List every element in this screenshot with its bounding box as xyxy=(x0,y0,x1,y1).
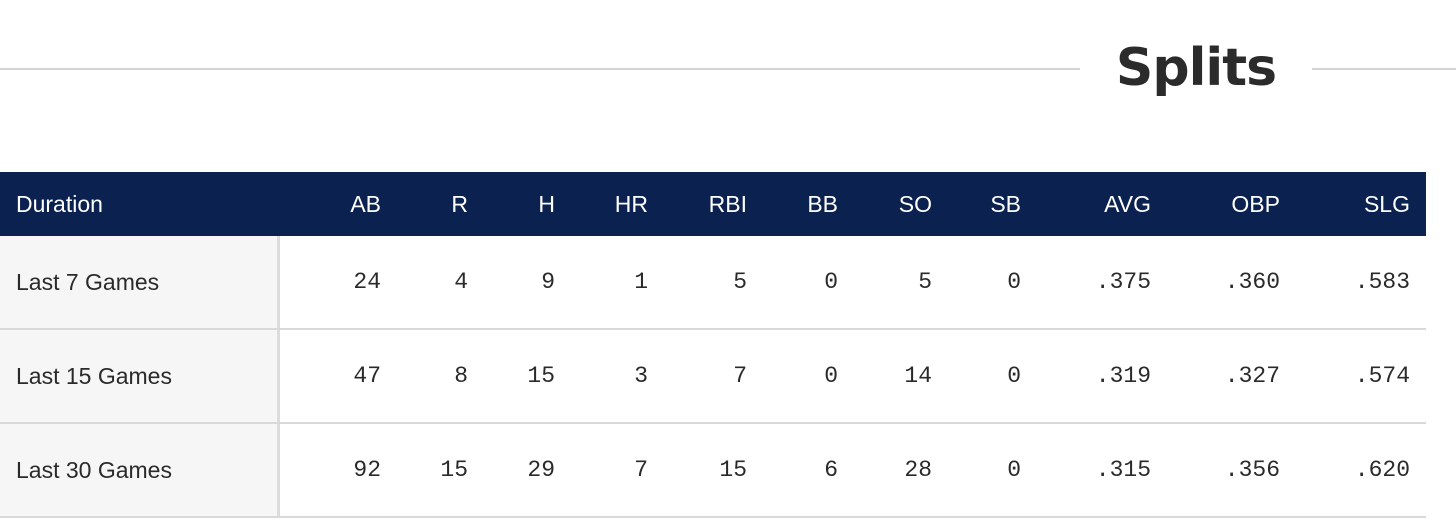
cell-r: 4 xyxy=(454,269,468,295)
cell-avg: .315 xyxy=(1095,457,1151,483)
cell-sb: 0 xyxy=(1007,363,1021,389)
header-ab[interactable]: AB xyxy=(350,191,381,217)
header-rbi[interactable]: RBI xyxy=(708,191,747,217)
duration-cell: Last 15 Games xyxy=(0,330,280,422)
table-row: Last 30 Games 92 15 29 7 15 6 28 0 .315 … xyxy=(0,424,1426,518)
cell-hr: 7 xyxy=(634,457,648,483)
cell-sb: 0 xyxy=(1007,269,1021,295)
header-slg[interactable]: SLG xyxy=(1363,191,1410,217)
cell-r: 15 xyxy=(440,457,468,483)
header-rule-left xyxy=(0,68,1080,70)
cell-h: 9 xyxy=(541,269,555,295)
duration-cell: Last 30 Games xyxy=(0,424,280,516)
cell-r: 8 xyxy=(454,363,468,389)
cell-ab: 24 xyxy=(353,269,381,295)
cell-hr: 3 xyxy=(634,363,648,389)
cell-obp: .327 xyxy=(1224,363,1280,389)
header-so[interactable]: SO xyxy=(898,191,932,217)
cell-so: 14 xyxy=(904,363,932,389)
cell-slg: .574 xyxy=(1354,363,1410,389)
cell-rbi: 5 xyxy=(733,269,747,295)
header-hr[interactable]: HR xyxy=(614,191,648,217)
cell-slg: .583 xyxy=(1354,269,1410,295)
table-row: Last 7 Games 24 4 9 1 5 0 5 0 .375 .360 … xyxy=(0,236,1426,330)
table-row: Last 15 Games 47 8 15 3 7 0 14 0 .319 .3… xyxy=(0,330,1426,424)
cell-obp: .360 xyxy=(1224,269,1280,295)
header-rule-right xyxy=(1312,68,1456,70)
duration-label: Last 15 Games xyxy=(16,363,172,389)
cell-avg: .375 xyxy=(1095,269,1151,295)
cell-ab: 47 xyxy=(353,363,381,389)
cell-sb: 0 xyxy=(1007,457,1021,483)
cell-bb: 0 xyxy=(824,269,838,295)
header-avg[interactable]: AVG xyxy=(1104,191,1151,217)
header-sb[interactable]: SB xyxy=(990,191,1021,217)
section-header: Splits xyxy=(0,0,1456,140)
section-title: Splits xyxy=(1115,38,1277,98)
cell-ab: 92 xyxy=(353,457,381,483)
cell-rbi: 7 xyxy=(733,363,747,389)
duration-label: Last 30 Games xyxy=(16,457,172,483)
cell-bb: 0 xyxy=(824,363,838,389)
cell-so: 5 xyxy=(918,269,932,295)
cell-avg: .319 xyxy=(1095,363,1151,389)
table-header-row: Duration AB R H HR RBI BB SO SB AVG OBP … xyxy=(0,172,1426,236)
header-obp[interactable]: OBP xyxy=(1231,191,1280,217)
cell-bb: 6 xyxy=(824,457,838,483)
header-bb[interactable]: BB xyxy=(807,191,838,217)
duration-label: Last 7 Games xyxy=(16,269,160,295)
cell-rbi: 15 xyxy=(719,457,747,483)
duration-cell: Last 7 Games xyxy=(0,236,280,328)
header-h[interactable]: H xyxy=(538,191,555,217)
header-duration[interactable]: Duration xyxy=(16,191,103,217)
header-r[interactable]: R xyxy=(451,191,468,217)
splits-table: Duration AB R H HR RBI BB SO SB AVG OBP … xyxy=(0,172,1426,518)
cell-h: 29 xyxy=(527,457,555,483)
cell-obp: .356 xyxy=(1224,457,1280,483)
cell-so: 28 xyxy=(904,457,932,483)
cell-slg: .620 xyxy=(1354,457,1410,483)
cell-hr: 1 xyxy=(634,269,648,295)
cell-h: 15 xyxy=(527,363,555,389)
